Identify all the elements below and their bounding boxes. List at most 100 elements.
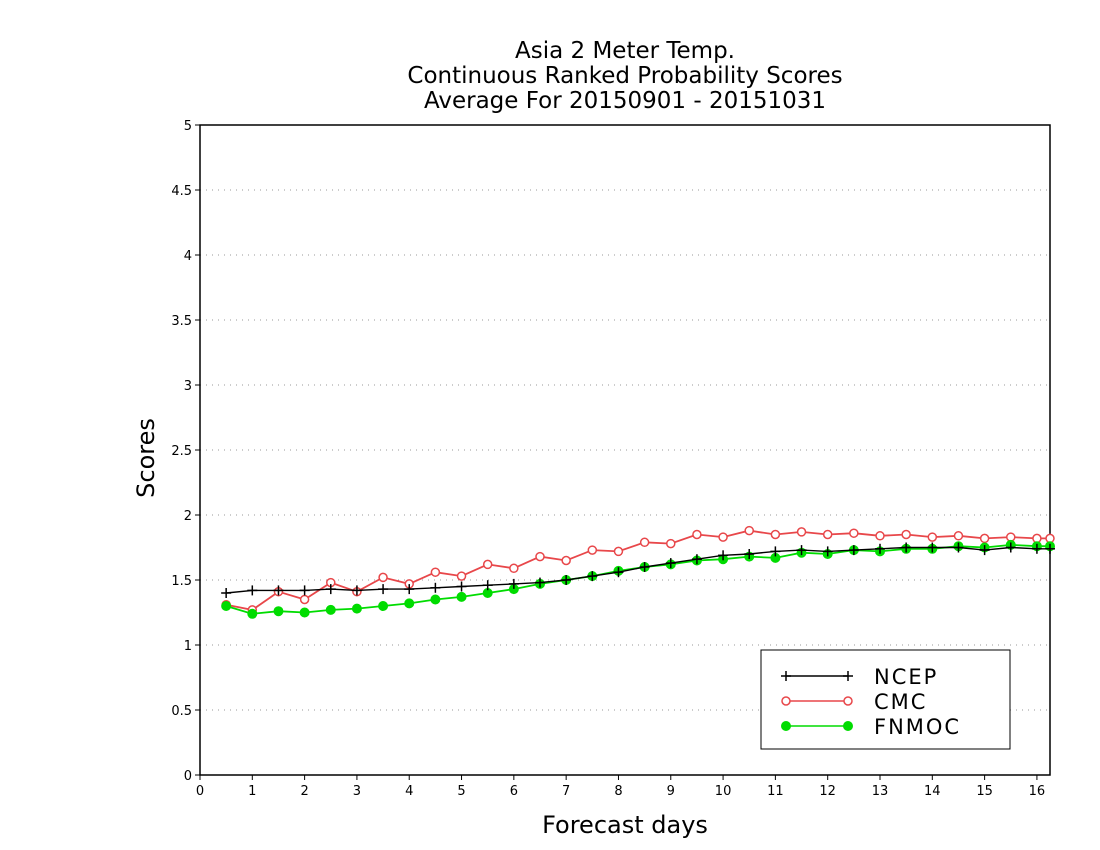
legend-marker-ncep — [843, 671, 853, 681]
data-point-ncep — [613, 567, 624, 578]
x-tick-label: 7 — [562, 784, 570, 799]
data-point-cmc — [535, 551, 545, 562]
series-cmc — [221, 525, 1055, 615]
data-point-ncep — [770, 546, 781, 557]
data-point-cmc — [770, 529, 781, 540]
data-point-ncep — [325, 584, 336, 595]
y-tick-label: 4.5 — [171, 184, 192, 199]
data-point-cmc — [849, 528, 859, 538]
legend-marker-ncep — [781, 671, 791, 681]
legend-label-cmc: CMC — [874, 690, 927, 714]
data-point-ncep — [927, 542, 938, 553]
chart-title-line-3: Average For 20150901 - 20151031 — [424, 88, 826, 114]
x-tick-label: 9 — [667, 784, 675, 799]
x-tick-label: 8 — [614, 784, 622, 799]
data-point-ncep — [508, 578, 519, 589]
series-lines — [221, 525, 1055, 619]
y-tick-label: 0.5 — [171, 704, 192, 719]
x-tick-label: 16 — [1029, 784, 1046, 799]
data-point-ncep — [482, 580, 493, 591]
data-point-cmc — [509, 563, 519, 574]
x-tick-label: 2 — [300, 784, 308, 799]
data-point-ncep — [535, 577, 545, 588]
x-axis: 0 1 2 3 4 5 6 7 8 9 10 11 12 13 14 15 16 — [196, 775, 1045, 799]
legend-box — [760, 649, 1011, 750]
y-axis-label: Scores — [132, 418, 160, 498]
legend-item-fnmoc: FNMOC — [781, 715, 961, 739]
legend-item-cmc: CMC — [781, 690, 927, 714]
series-line-fnmoc — [225, 543, 1050, 615]
data-point-ncep — [953, 542, 964, 553]
data-point-fnmoc — [325, 604, 336, 615]
legend-marker-fnmoc — [781, 721, 791, 731]
data-point-cmc — [456, 571, 467, 581]
data-point-cmc — [482, 559, 493, 570]
x-tick-label: 1 — [248, 784, 256, 799]
series-line-cmc — [226, 529, 1050, 611]
y-tick-label: 4 — [184, 249, 192, 264]
y-tick-label: 2.5 — [171, 444, 192, 459]
data-point-ncep — [404, 584, 415, 595]
y-tick-label: 0 — [184, 769, 192, 784]
data-point-ncep — [875, 543, 885, 554]
data-point-cmc — [639, 537, 650, 548]
data-point-fnmoc — [456, 591, 467, 602]
data-point-ncep — [901, 542, 912, 553]
data-point-ncep — [221, 588, 232, 598]
data-point-cmc — [744, 525, 754, 536]
data-point-fnmoc — [378, 601, 389, 611]
data-point-ncep — [744, 549, 755, 559]
data-point-cmc — [927, 532, 938, 542]
series-fnmoc — [221, 539, 1055, 619]
data-point-ncep — [247, 585, 258, 596]
chart-title: Asia 2 Meter Temp.Continuous Ranked Prob… — [407, 38, 842, 114]
data-point-cmc — [822, 529, 833, 540]
data-point-cmc — [692, 529, 702, 540]
data-point-ncep — [351, 585, 362, 596]
data-point-cmc — [901, 529, 911, 540]
data-point-cmc — [953, 531, 964, 541]
data-point-fnmoc — [273, 606, 284, 617]
x-tick-label: 5 — [457, 784, 465, 799]
data-point-ncep — [665, 558, 676, 569]
y-axis: 0 0.5 1 1.5 2 2.5 3 3.5 4 4.5 5 — [171, 119, 200, 784]
y-tick-label: 3.5 — [171, 314, 192, 329]
data-point-ncep — [1031, 543, 1042, 554]
data-point-cmc — [666, 538, 676, 549]
x-tick-label: 12 — [819, 784, 836, 799]
data-point-ncep — [796, 545, 807, 556]
data-point-cmc — [1006, 532, 1016, 542]
data-point-ncep — [822, 546, 833, 557]
data-point-cmc — [561, 555, 571, 566]
x-tick-label: 15 — [976, 784, 993, 799]
legend-label-fnmoc: FNMOC — [874, 715, 961, 739]
data-point-ncep — [273, 585, 284, 596]
x-tick-label: 10 — [715, 784, 732, 799]
data-point-ncep — [848, 545, 859, 556]
x-tick-label: 13 — [872, 784, 889, 799]
data-point-cmc — [299, 594, 310, 605]
y-tick-label: 2 — [184, 509, 192, 524]
chart-title-line-2: Continuous Ranked Probability Scores — [407, 63, 842, 89]
series-ncep — [221, 542, 1055, 598]
data-point-ncep — [718, 550, 729, 561]
chart-title-line-1: Asia 2 Meter Temp. — [515, 38, 735, 64]
y-tick-label: 1 — [184, 639, 192, 654]
y-tick-label: 3 — [184, 379, 192, 394]
legend-marker-cmc — [781, 696, 791, 706]
data-point-ncep — [456, 581, 467, 592]
x-tick-label: 14 — [924, 784, 941, 799]
legend-item-ncep: NCEP — [781, 665, 936, 689]
data-point-fnmoc — [404, 598, 415, 609]
data-point-fnmoc — [221, 601, 232, 611]
series-line-ncep — [226, 546, 1050, 594]
data-point-cmc — [613, 546, 624, 557]
data-point-ncep — [587, 571, 598, 582]
data-point-cmc — [796, 527, 807, 537]
x-axis-label: Forecast days — [542, 811, 708, 839]
data-point-fnmoc — [247, 608, 258, 619]
data-point-cmc — [718, 532, 728, 542]
legend-marker-fnmoc — [843, 721, 853, 731]
data-point-ncep — [430, 582, 441, 593]
